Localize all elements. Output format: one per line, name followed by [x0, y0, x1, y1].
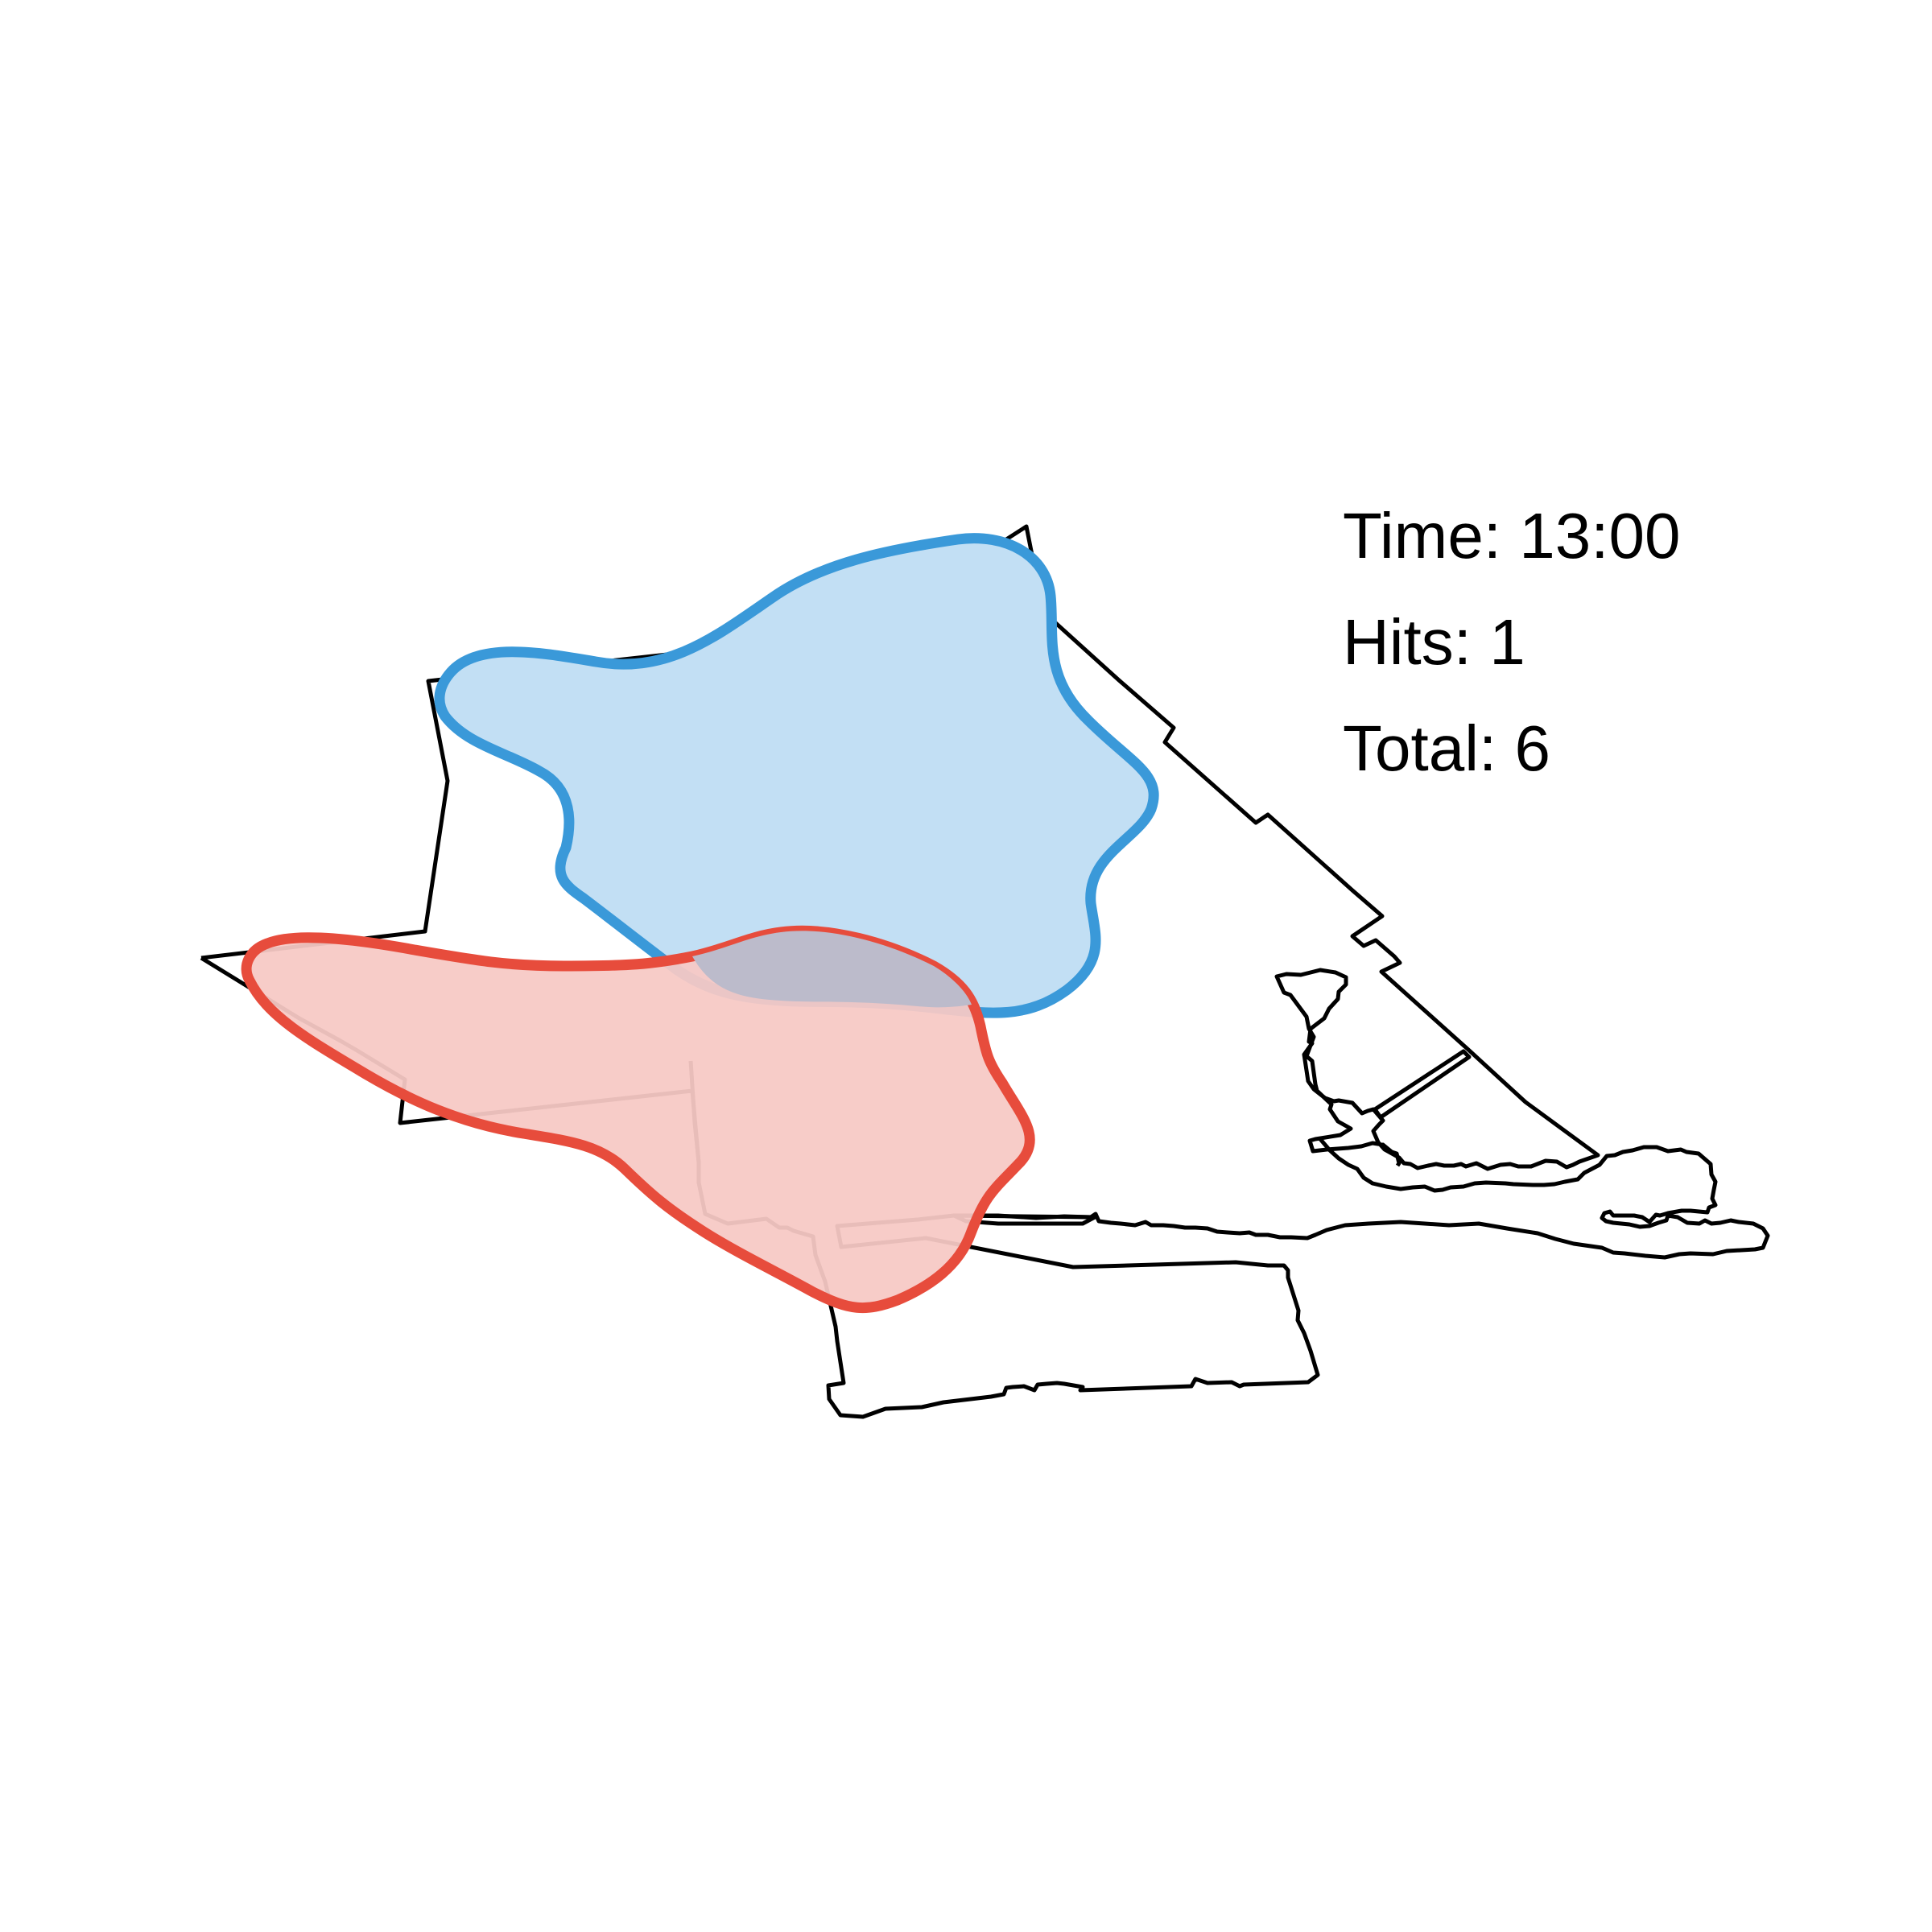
overlap-region	[692, 931, 972, 1008]
hits-readout: Hits: 1	[1343, 589, 1680, 696]
district-east-strip-boundary	[1373, 1049, 1472, 1120]
time-readout: Time: 13:00	[1343, 483, 1680, 589]
total-readout: Total: 6	[1343, 696, 1680, 802]
hits-label: Hits:	[1343, 606, 1472, 678]
blue-hotspot-region	[434, 533, 1159, 1018]
district-north-boundary	[200, 524, 1600, 1171]
time-label: Time:	[1343, 500, 1502, 572]
total-value: 6	[1514, 712, 1550, 784]
time-value: 13:00	[1519, 500, 1681, 572]
district-southwest-boundary	[200, 956, 1770, 1419]
hits-value: 1	[1489, 606, 1525, 678]
red-hotspot-region	[241, 925, 1035, 1314]
stats-panel: Time: 13:00 Hits: 1 Total: 6	[1343, 483, 1680, 802]
total-label: Total:	[1343, 712, 1497, 784]
